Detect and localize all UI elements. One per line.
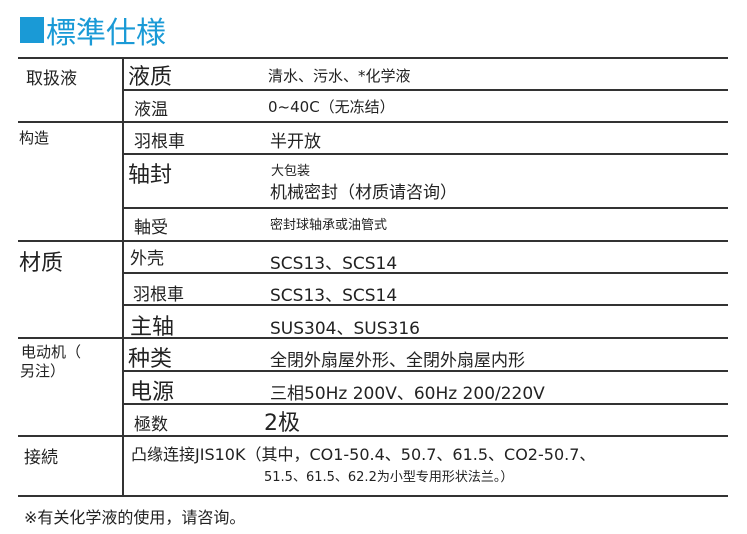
item-value: 密封球轴承或油管式 (270, 218, 388, 233)
item-value: 凸缘连接JIS10K（其中，CO1-50.4、50.7、61.5、CO2-50.… (131, 445, 596, 464)
group-label-cont: 另注） (20, 362, 66, 380)
item-label: 液质 (128, 65, 173, 90)
divider (123, 370, 728, 372)
item-label: 主轴 (130, 315, 175, 340)
item-label: 轴封 (128, 163, 173, 188)
divider (18, 57, 728, 59)
column-divider (122, 57, 124, 497)
page-title: 標準仕様 (20, 8, 166, 52)
item-label: 軸受 (134, 218, 168, 238)
item-label: 液温 (134, 100, 168, 120)
item-value: 2极 (264, 411, 300, 436)
item-value: 三相50Hz 200V、60Hz 200/220V (270, 384, 545, 404)
item-value: 半开放 (270, 132, 321, 152)
footnote: ※有关化学液的使用，请咨询。 (24, 508, 246, 527)
item-label: 外壳 (130, 249, 164, 269)
item-label: 羽根車 (134, 132, 185, 152)
group-label: 接続 (24, 448, 58, 468)
divider (18, 495, 728, 497)
divider (123, 89, 728, 91)
divider (123, 272, 728, 274)
title-square-icon (20, 17, 44, 43)
item-value-line2: 51.5、61.5、62.2为小型专用形状法兰。） (264, 470, 514, 485)
divider (18, 121, 728, 123)
item-value: 清水、污水、*化学液 (268, 67, 411, 85)
item-value-line2: 机械密封（材质请咨询） (270, 183, 457, 203)
item-value: 大包装 (271, 164, 311, 179)
group-label: 构造 (19, 129, 50, 147)
divider (123, 153, 728, 155)
item-value: SCS13、SCS14 (270, 286, 398, 306)
item-label: 电源 (130, 380, 175, 405)
item-value: SUS304、SUS316 (270, 319, 420, 339)
group-label: 取扱液 (26, 69, 77, 89)
item-value: 全閉外扇屋外形、全閉外扇屋内形 (270, 351, 525, 371)
divider (123, 403, 728, 405)
item-label: 种类 (128, 347, 173, 372)
divider (18, 240, 728, 242)
divider (18, 435, 728, 437)
title-text: 標準仕様 (46, 16, 166, 51)
item-value: 0~40C（无冻结） (268, 98, 395, 116)
divider (18, 337, 728, 339)
item-label: 羽根車 (133, 285, 184, 305)
divider (123, 304, 728, 306)
item-label: 極数 (134, 415, 168, 435)
group-label: 电动机（ (21, 343, 82, 361)
divider (123, 207, 728, 209)
item-value: SCS13、SCS14 (270, 254, 398, 274)
group-label: 材质 (19, 251, 64, 276)
